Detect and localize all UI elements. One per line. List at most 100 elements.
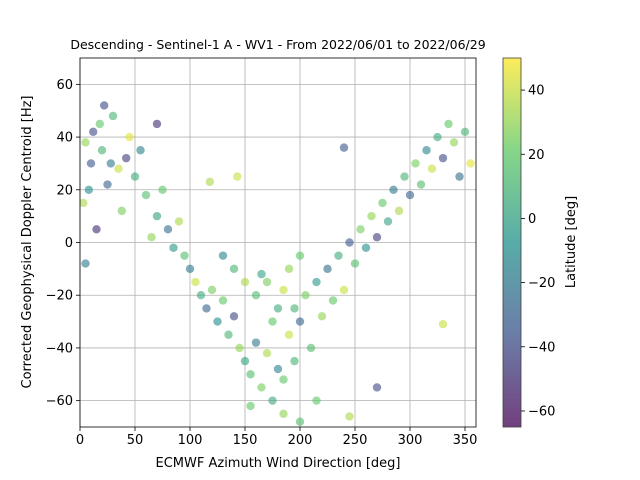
data-point	[251, 338, 261, 347]
data-point	[279, 409, 288, 419]
data-point	[284, 330, 294, 339]
data-point	[122, 153, 131, 163]
data-point	[185, 264, 195, 274]
data-point	[213, 317, 222, 326]
x-axis-label: ECMWF Azimuth Wind Direction [deg]	[156, 456, 401, 471]
data-point	[339, 285, 349, 295]
data-point	[455, 172, 464, 181]
y-axis-ticks: −60 −40 −20 0 20 40 60	[46, 78, 80, 409]
data-point	[251, 291, 261, 300]
data-point	[103, 180, 112, 189]
data-point	[323, 264, 332, 274]
data-point	[372, 233, 382, 242]
data-point	[174, 217, 184, 226]
data-point	[218, 251, 228, 260]
colorbar-tick-label: −60	[528, 404, 555, 419]
colorbar-label: Latitude [deg]	[564, 196, 579, 288]
data-point	[95, 119, 105, 129]
data-point	[301, 291, 310, 300]
data-point	[246, 401, 255, 411]
data-point	[205, 177, 214, 187]
data-point	[147, 233, 156, 242]
scatter-points	[80, 101, 475, 426]
data-point	[246, 370, 255, 379]
data-point	[444, 119, 453, 129]
x-tick-label: 0	[76, 433, 84, 448]
data-point	[81, 259, 90, 268]
colorbar-tick-label: 40	[528, 84, 545, 99]
data-point	[202, 304, 211, 313]
data-point	[97, 146, 107, 155]
data-point	[262, 349, 272, 358]
data-point	[125, 132, 134, 142]
grid	[79, 58, 476, 427]
y-tick-label: −60	[46, 394, 73, 409]
data-point	[136, 146, 145, 155]
data-point	[345, 238, 354, 247]
data-point	[273, 364, 283, 374]
data-point	[295, 317, 305, 326]
x-axis-ticks: 0 50 100 150 200 250 300 350	[76, 427, 478, 448]
data-point	[279, 375, 288, 384]
y-tick-label: 0	[65, 236, 73, 251]
data-point	[312, 277, 321, 287]
data-point	[334, 251, 343, 260]
data-point	[100, 101, 109, 110]
data-point	[411, 159, 420, 168]
y-tick-label: 60	[56, 78, 73, 93]
data-point	[240, 277, 250, 287]
data-point	[86, 159, 96, 168]
data-point	[345, 412, 354, 421]
data-point	[106, 159, 116, 168]
colorbar-tick-label: 0	[528, 212, 536, 227]
data-point	[130, 172, 140, 181]
colorbar-tick-label: −20	[528, 276, 555, 291]
colorbar-tick-label: −40	[528, 340, 555, 355]
x-tick-label: 150	[233, 433, 258, 448]
data-point	[81, 138, 90, 147]
data-point	[196, 291, 206, 300]
data-point	[224, 330, 233, 339]
data-point	[257, 383, 266, 392]
data-point	[257, 269, 266, 279]
data-point	[438, 320, 448, 329]
data-point	[356, 225, 365, 234]
data-point	[92, 225, 101, 234]
data-point	[378, 198, 387, 208]
data-point	[295, 251, 305, 260]
data-point	[268, 396, 277, 405]
data-point	[361, 243, 371, 252]
y-tick-label: −20	[46, 289, 73, 304]
data-point	[306, 343, 316, 353]
data-point	[290, 356, 299, 366]
data-point	[416, 180, 426, 189]
data-point	[350, 259, 360, 268]
data-point	[180, 251, 189, 260]
data-point	[163, 225, 173, 234]
data-point	[235, 343, 244, 353]
data-point	[400, 172, 409, 181]
x-tick-label: 250	[343, 433, 368, 448]
data-point	[191, 277, 200, 287]
data-point	[317, 312, 327, 321]
data-point	[295, 417, 305, 426]
data-point	[152, 211, 162, 221]
colorbar-ticks: −60 −40 −20 0 20 40	[521, 84, 555, 419]
x-tick-label: 200	[288, 433, 313, 448]
data-point	[372, 383, 382, 392]
data-point	[312, 396, 321, 405]
data-point	[89, 127, 98, 136]
x-tick-label: 350	[453, 433, 478, 448]
data-point	[273, 304, 283, 313]
data-point	[383, 217, 393, 226]
y-tick-label: 20	[56, 183, 73, 198]
y-tick-label: −40	[46, 341, 73, 356]
data-point	[405, 190, 415, 200]
data-point	[367, 211, 376, 221]
data-point	[460, 127, 470, 136]
data-point	[229, 264, 239, 274]
data-point	[328, 296, 338, 305]
colorbar	[502, 57, 522, 428]
y-axis-label: Corrected Geophysical Doppler Centroid […	[20, 95, 35, 388]
